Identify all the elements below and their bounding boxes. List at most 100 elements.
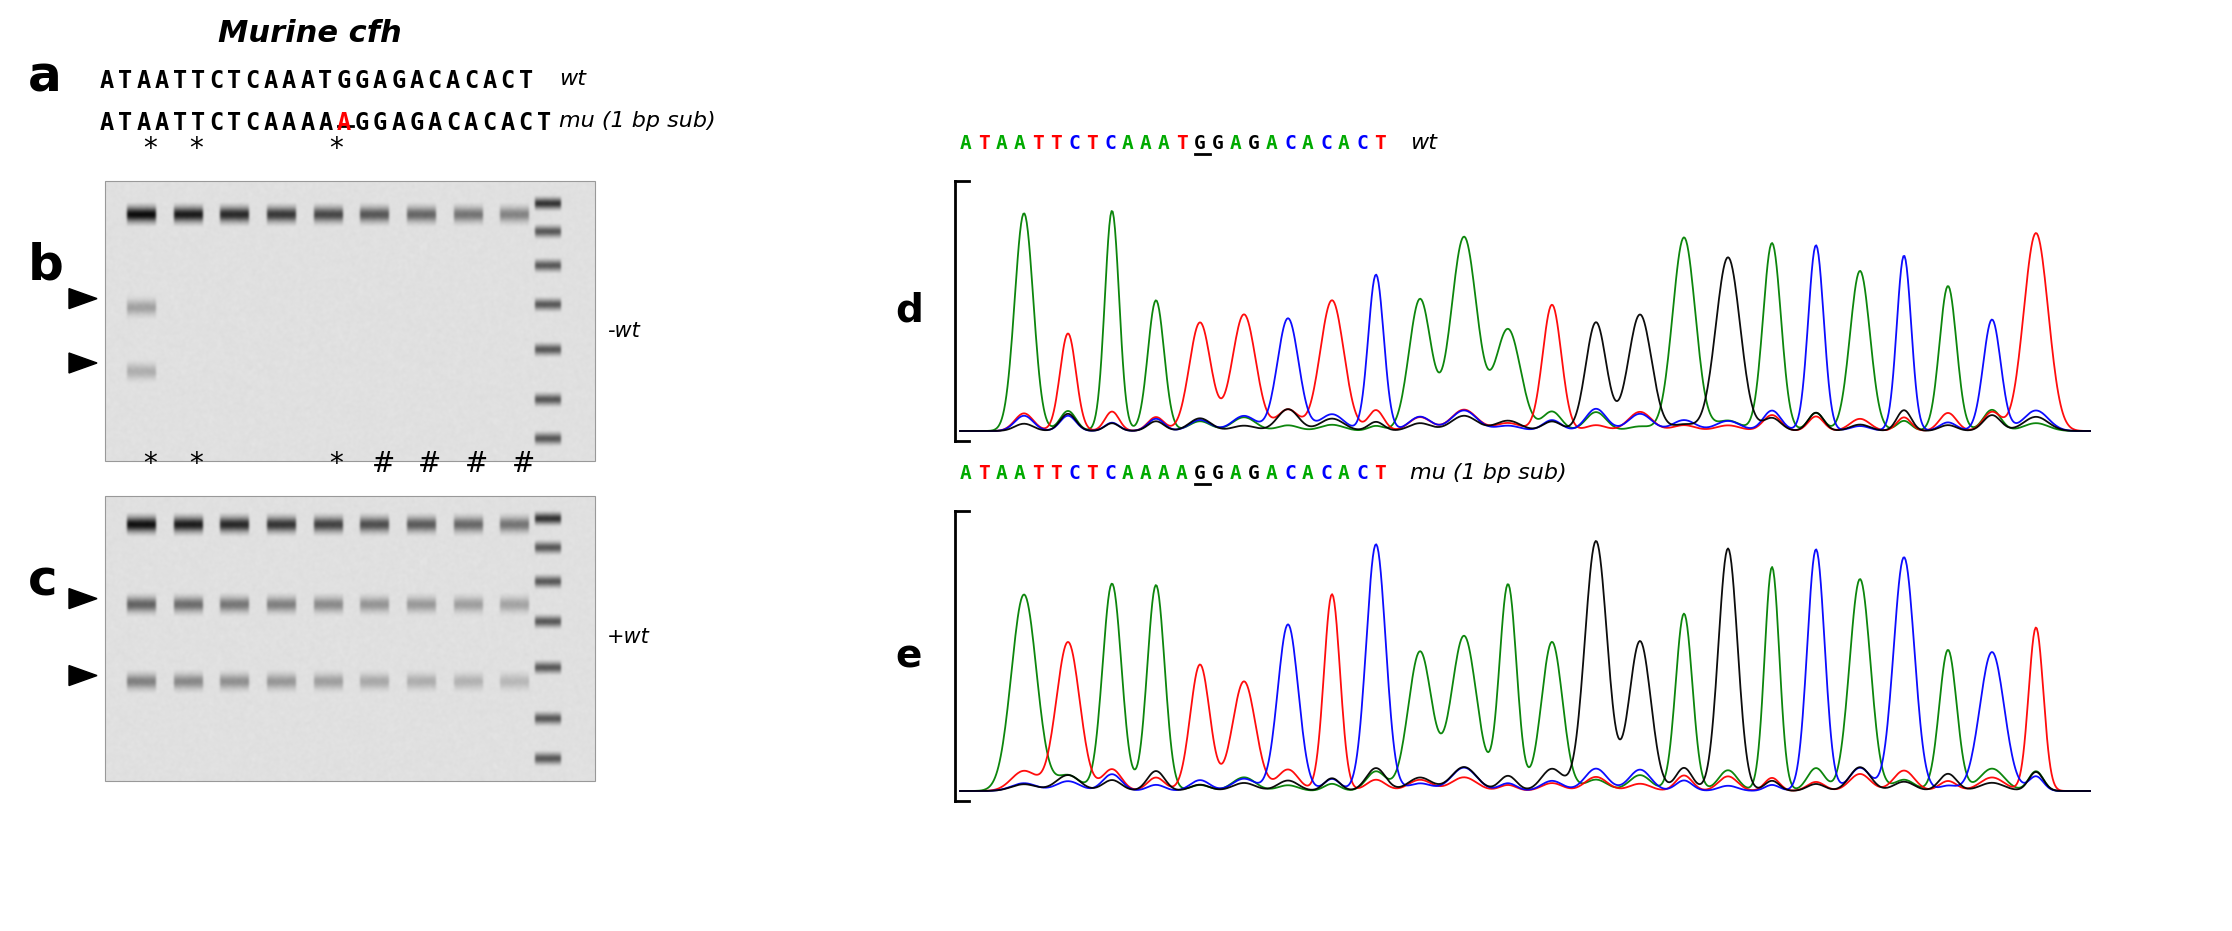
Text: C: C bbox=[1357, 134, 1368, 153]
Text: C: C bbox=[429, 69, 442, 93]
Text: G: G bbox=[355, 111, 368, 135]
Text: +wt: +wt bbox=[607, 627, 650, 647]
Text: A: A bbox=[408, 69, 424, 93]
Text: G: G bbox=[373, 111, 386, 135]
Text: A: A bbox=[1158, 134, 1170, 153]
Bar bbox=[105, 496, 596, 781]
Text: wt: wt bbox=[1411, 133, 1437, 153]
Text: A: A bbox=[391, 111, 406, 135]
Text: T: T bbox=[1087, 464, 1098, 483]
Text: A: A bbox=[1337, 134, 1350, 153]
Text: #: # bbox=[464, 450, 489, 478]
Text: C: C bbox=[1067, 464, 1080, 483]
Text: C: C bbox=[1067, 134, 1080, 153]
Text: A: A bbox=[500, 111, 516, 135]
Text: T: T bbox=[118, 111, 132, 135]
Text: T: T bbox=[172, 69, 187, 93]
Text: T: T bbox=[1087, 134, 1098, 153]
Text: A: A bbox=[429, 111, 442, 135]
Text: G: G bbox=[391, 69, 406, 93]
Text: T: T bbox=[118, 69, 132, 93]
Text: *: * bbox=[190, 450, 203, 478]
Text: d: d bbox=[895, 292, 922, 330]
Text: *: * bbox=[330, 135, 344, 163]
Text: *: * bbox=[143, 450, 156, 478]
Polygon shape bbox=[69, 353, 96, 373]
Bar bbox=[105, 181, 596, 461]
Text: A: A bbox=[299, 111, 315, 135]
Text: T: T bbox=[172, 111, 187, 135]
Text: A: A bbox=[373, 69, 386, 93]
Text: C: C bbox=[1357, 464, 1368, 483]
Text: A: A bbox=[136, 111, 150, 135]
Text: G: G bbox=[1248, 464, 1259, 483]
Text: T: T bbox=[518, 69, 533, 93]
Text: A: A bbox=[960, 134, 971, 153]
Text: T: T bbox=[978, 134, 989, 153]
Text: A: A bbox=[1123, 464, 1134, 483]
Text: G: G bbox=[408, 111, 424, 135]
Text: A: A bbox=[1266, 464, 1277, 483]
Text: Murine cfh: Murine cfh bbox=[219, 19, 402, 48]
Text: A: A bbox=[1158, 464, 1170, 483]
Text: A: A bbox=[1301, 134, 1315, 153]
Text: C: C bbox=[246, 111, 259, 135]
Text: A: A bbox=[995, 134, 1009, 153]
Text: C: C bbox=[210, 69, 223, 93]
Text: #: # bbox=[371, 450, 395, 478]
Text: C: C bbox=[1283, 134, 1297, 153]
Text: c: c bbox=[29, 558, 58, 605]
Text: A: A bbox=[1230, 134, 1241, 153]
Text: A: A bbox=[1337, 464, 1350, 483]
Text: A: A bbox=[1013, 134, 1027, 153]
Text: A: A bbox=[960, 464, 971, 483]
Text: A: A bbox=[299, 69, 315, 93]
Text: T: T bbox=[192, 69, 205, 93]
Text: a: a bbox=[29, 53, 62, 101]
Text: #: # bbox=[511, 450, 536, 478]
Text: A: A bbox=[136, 69, 150, 93]
Text: T: T bbox=[1375, 134, 1386, 153]
Text: T: T bbox=[538, 111, 551, 135]
Text: A: A bbox=[263, 111, 279, 135]
Text: T: T bbox=[228, 69, 241, 93]
Text: A: A bbox=[1266, 134, 1277, 153]
Text: A: A bbox=[1141, 464, 1152, 483]
Text: T: T bbox=[1049, 464, 1062, 483]
Text: mu (1 bp sub): mu (1 bp sub) bbox=[1411, 463, 1567, 483]
Text: A: A bbox=[482, 69, 496, 93]
Text: G: G bbox=[1212, 134, 1223, 153]
Text: A: A bbox=[100, 69, 114, 93]
Text: C: C bbox=[246, 69, 259, 93]
Text: A: A bbox=[1176, 464, 1187, 483]
Text: C: C bbox=[482, 111, 496, 135]
Text: mu (1 bp sub): mu (1 bp sub) bbox=[558, 111, 716, 131]
Text: C: C bbox=[1105, 464, 1116, 483]
Text: A: A bbox=[281, 69, 297, 93]
Text: G: G bbox=[337, 69, 350, 93]
Text: T: T bbox=[228, 111, 241, 135]
Text: A: A bbox=[337, 111, 350, 135]
Text: A: A bbox=[464, 111, 478, 135]
Text: A: A bbox=[1301, 464, 1315, 483]
Text: T: T bbox=[319, 69, 333, 93]
Text: C: C bbox=[500, 69, 516, 93]
Text: A: A bbox=[319, 111, 333, 135]
Text: G: G bbox=[1212, 464, 1223, 483]
Text: C: C bbox=[464, 69, 478, 93]
Text: *: * bbox=[330, 450, 344, 478]
Text: C: C bbox=[210, 111, 223, 135]
Text: e: e bbox=[895, 637, 922, 675]
Text: A: A bbox=[1141, 134, 1152, 153]
Text: A: A bbox=[995, 464, 1009, 483]
Text: T: T bbox=[192, 111, 205, 135]
Text: A: A bbox=[100, 111, 114, 135]
Text: A: A bbox=[1230, 464, 1241, 483]
Text: T: T bbox=[1176, 134, 1187, 153]
Text: C: C bbox=[1319, 464, 1333, 483]
Text: A: A bbox=[154, 111, 170, 135]
Text: T: T bbox=[978, 464, 989, 483]
Text: -wt: -wt bbox=[607, 321, 641, 341]
Text: A: A bbox=[263, 69, 279, 93]
Text: C: C bbox=[1105, 134, 1116, 153]
